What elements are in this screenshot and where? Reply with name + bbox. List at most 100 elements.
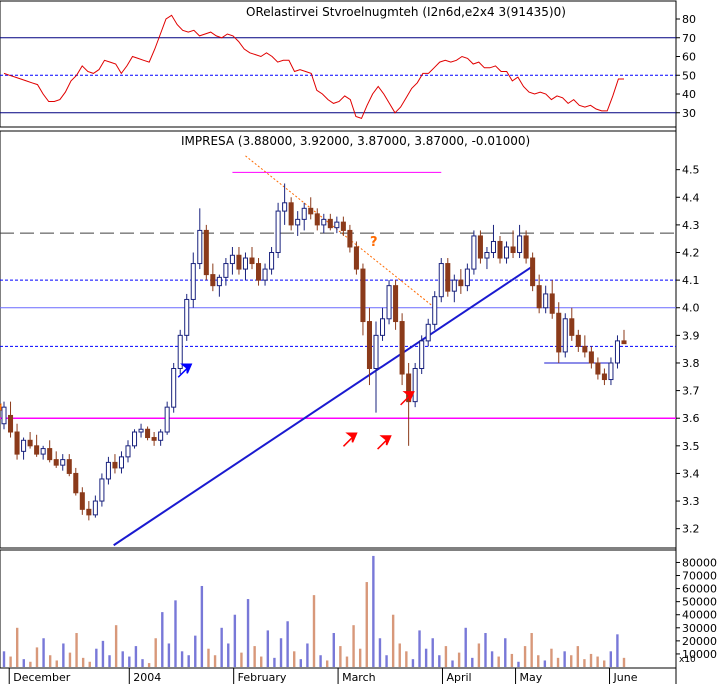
volume-bar (325, 660, 329, 667)
red-arrow (377, 435, 392, 450)
candle-body (536, 285, 542, 309)
volume-tick-label: 10000 (682, 648, 717, 661)
candle-body (27, 439, 33, 447)
candle-body (105, 461, 111, 480)
volume-panel-frame (0, 549, 677, 669)
candle-body (458, 279, 464, 287)
candle-body (601, 373, 607, 381)
volume-bar (378, 638, 382, 667)
candle-body (321, 218, 327, 226)
rsi-tick-label: 70 (682, 32, 696, 45)
volume-bar (207, 648, 210, 667)
price-tick-label: 4.2 (682, 247, 700, 260)
volume-bar (418, 630, 421, 667)
volume-bar (490, 651, 494, 667)
volume-bar (299, 659, 303, 667)
rsi-panel-frame (0, 0, 677, 128)
candle-body (242, 257, 248, 270)
volume-bar (306, 643, 309, 667)
candle-body (132, 431, 138, 447)
volume-bar (213, 655, 217, 667)
candle-body (477, 235, 483, 259)
volume-bar (15, 627, 19, 667)
volume-bar (319, 655, 322, 667)
candle-body (575, 334, 581, 347)
volume-bar (352, 625, 355, 667)
volume-tick-label: 80000 (682, 556, 717, 569)
price-tick-label: 4.5 (682, 164, 700, 177)
candle-body (523, 235, 529, 259)
volume-bar (497, 656, 500, 667)
volume-bar (471, 657, 474, 667)
volume-bar (200, 585, 204, 667)
volume-bar (312, 595, 316, 667)
red-arrow (342, 432, 358, 447)
volume-bar (504, 638, 507, 667)
volume-bar (385, 655, 388, 667)
volume-layer (2, 555, 626, 667)
volume-bar (603, 660, 606, 667)
candle-body (471, 235, 477, 270)
volume-bar (180, 651, 184, 667)
volume-bar (358, 648, 362, 667)
rsi-tick-label: 60 (682, 51, 696, 64)
rsi-line (3, 14, 624, 120)
volume-bar (286, 621, 289, 667)
axis-layer: 80 70 60 50 40 30 4.5 4.4 4.3 4.2 4.1 4.0 3.9 3.8 3.7 3… (8, 13, 717, 684)
candle-body (145, 428, 151, 439)
candle-body (301, 207, 307, 220)
edge-marker (0, 403, 2, 412)
candle-body (21, 439, 27, 452)
candle-body (1, 406, 7, 425)
candle-body (203, 229, 209, 276)
volume-bar (589, 653, 593, 667)
volume-bar (431, 638, 434, 667)
candle-body (73, 472, 79, 494)
candle-body (262, 268, 268, 281)
volume-bar (464, 627, 467, 667)
candle-body (158, 431, 164, 441)
candle-body (256, 263, 262, 281)
volume-bar (530, 633, 533, 667)
candle-body (47, 448, 53, 461)
volume-bar (273, 657, 276, 667)
price-tick-label: 3.8 (682, 357, 700, 370)
red-arrow (400, 391, 415, 406)
price-tick-label: 4.3 (682, 219, 700, 232)
volume-tick-label: 40000 (682, 609, 717, 622)
candle-body (340, 221, 346, 231)
volume-bar (563, 651, 566, 667)
price-tick-label: 4.4 (682, 191, 700, 204)
candle-body (210, 274, 216, 287)
volume-bar (194, 635, 197, 667)
x-tick-label: December (13, 671, 71, 684)
volume-bar (161, 612, 164, 667)
candle-body (223, 263, 229, 278)
volume-bar (411, 659, 415, 667)
candle-body (138, 428, 144, 433)
candle-body (549, 293, 555, 314)
volume-bar (523, 646, 527, 667)
volume-tick-label: 70000 (682, 570, 717, 583)
volume-bar (616, 634, 619, 667)
volume-bar (484, 633, 487, 667)
volume-bar (233, 614, 237, 667)
candle-body (295, 218, 301, 226)
candle-body (504, 246, 510, 259)
candle-body (380, 318, 386, 336)
price-tick-label: 3.5 (682, 440, 700, 453)
question-mark-annotation: ? (370, 235, 378, 250)
volume-bar (550, 648, 553, 667)
volume-bar (220, 627, 223, 667)
rsi-tick-label: 40 (682, 88, 696, 101)
candle-body (510, 246, 516, 254)
candle-body (164, 406, 170, 433)
price-layer (0, 155, 676, 547)
volume-bar (9, 656, 12, 667)
candle-body (308, 207, 314, 215)
candle-body (432, 296, 438, 325)
volume-bar (75, 633, 78, 667)
candle-body (34, 445, 40, 455)
